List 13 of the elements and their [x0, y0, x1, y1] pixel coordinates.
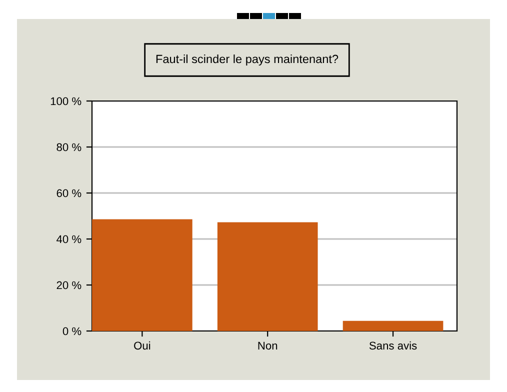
y-tick-label: 40 % — [56, 235, 82, 244]
bar — [342, 320, 444, 331]
bar — [217, 222, 318, 331]
y-tick-label: 60 % — [56, 189, 82, 198]
chart-title: Faut-il scinder le pays maintenant? — [156, 54, 338, 66]
y-tick-label: 0 % — [62, 327, 82, 336]
y-tick-label: 20 % — [56, 281, 82, 290]
bar — [92, 219, 192, 331]
x-tick-label: Sans avis — [369, 341, 417, 350]
x-tick-label: Oui — [134, 341, 150, 350]
x-tick-label: Non — [258, 342, 278, 350]
y-tick-label: 100 % — [50, 97, 82, 106]
y-tick-label: 80 % — [56, 143, 82, 152]
